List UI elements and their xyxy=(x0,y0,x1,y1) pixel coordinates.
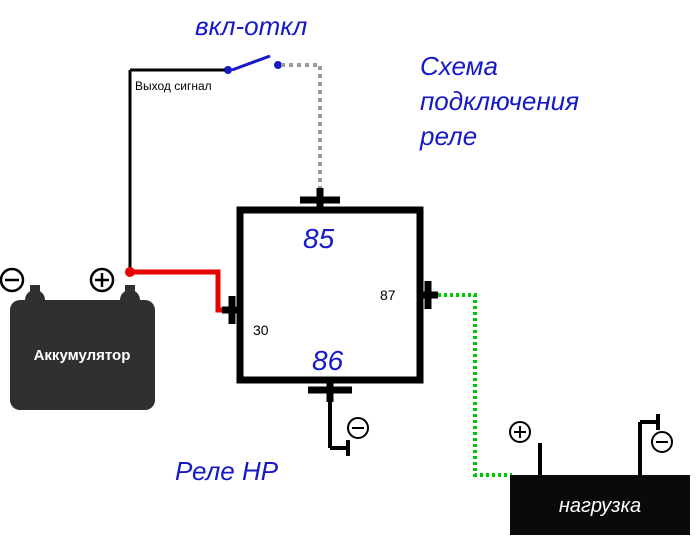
pin-87-label: 87 xyxy=(380,287,396,303)
load-minus-ground-tab-icon xyxy=(640,414,658,430)
pin-86-label: 86 xyxy=(312,345,344,376)
relay-wiring-diagram: вкл-откл Схема подключения реле Выход си… xyxy=(0,0,700,555)
pin-30-label: 30 xyxy=(253,322,269,338)
polarity-plus-load xyxy=(510,422,530,442)
ground-symbol-icon xyxy=(330,440,348,456)
signal-output-label: Выход сигнал xyxy=(135,79,212,93)
relay-name-label: Реле HP xyxy=(175,456,279,486)
wire-switch-to-relay-dashed xyxy=(281,65,320,190)
polarity-plus-battery xyxy=(91,269,113,291)
polarity-minus-battery xyxy=(1,269,23,291)
wire-relay-to-load-green xyxy=(438,295,512,475)
load-label: нагрузка xyxy=(559,495,641,517)
pin-85-label: 85 xyxy=(303,223,335,254)
title-line-1: Схема xyxy=(420,51,498,81)
battery-label: Аккумулятор xyxy=(34,347,131,364)
switch-label: вкл-откл xyxy=(195,11,308,41)
polarity-minus-relay xyxy=(348,418,368,438)
polarity-minus-load xyxy=(652,432,672,452)
wire-junction-dot xyxy=(125,267,135,277)
switch-icon xyxy=(224,56,282,74)
title-line-2: подключения xyxy=(420,86,579,116)
title-line-3: реле xyxy=(419,121,477,151)
